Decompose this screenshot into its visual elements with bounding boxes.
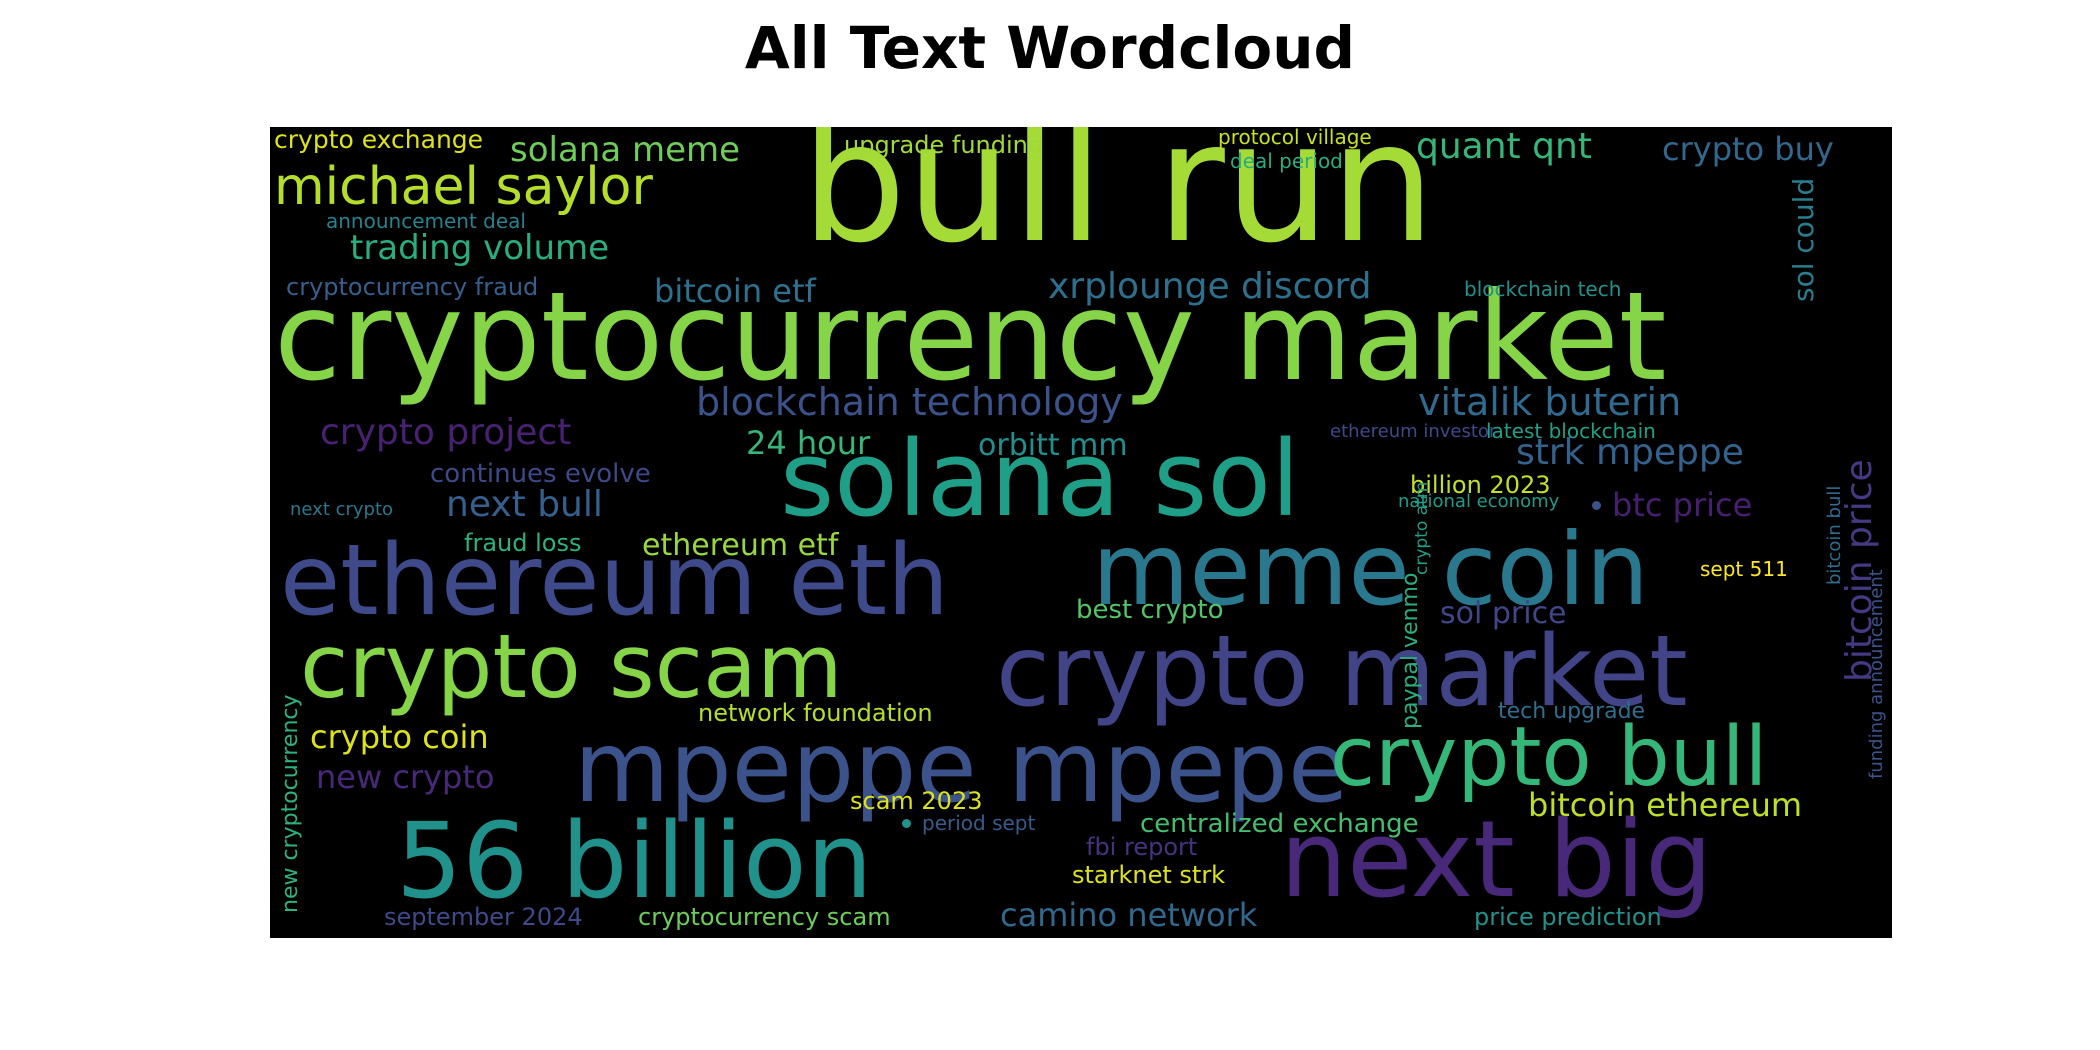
wordcloud-word: announcement deal [326,209,526,233]
wordcloud-word: price prediction [1474,903,1662,931]
wordcloud-word: crypto buy [1662,130,1834,168]
wordcloud-word: bitcoin ethereum [1528,786,1803,824]
wordcloud-word: michael saylor [274,157,653,217]
wordcloud-word: centralized exchange [1140,809,1419,839]
wordcloud-word: meme coin [1092,511,1649,628]
wordcloud-word: crypto atm [1412,481,1432,575]
wordcloud-word: quant qnt [1416,127,1592,167]
wordcloud-word: cryptocurrency market [274,266,1667,408]
wordcloud-word: strk mpeppe [1516,432,1744,473]
wordcloud-word: ethereum eth [280,524,950,638]
wordcloud-word: 24 hour [746,424,871,462]
wordcloud-word: mpeppe mpepe [574,711,1349,825]
wordcloud-word: blockchain technology [696,380,1123,424]
wordcloud-word: sol could [1787,177,1820,302]
wordcloud-word: fbi report [1086,833,1198,861]
wordcloud-word: fraud loss [464,529,582,557]
wordcloud-word: blockchain tech [1464,277,1622,301]
wordcloud-word: new cryptocurrency [278,694,303,913]
wordcloud-word: 56 billion [396,800,873,922]
wordcloud-word: bull run [801,127,1436,280]
wordcloud-word: september 2024 [384,903,583,931]
wordcloud-word: btc price [1612,486,1753,524]
wordcloud-word: trading volume [350,228,610,268]
wordcloud-word: solana sol [780,418,1300,540]
wordcloud-word: new crypto [316,758,495,796]
wordcloud-word: paypal venmo [1398,572,1423,729]
wordcloud-word: cryptocurrency scam [638,903,891,931]
wordcloud-dot [902,819,911,828]
wordcloud-word: crypto coin [310,718,489,756]
wordcloud-word: best crypto [1076,595,1224,625]
wordcloud-word: scam 2023 [850,787,983,815]
wordcloud-word: xrplounge discord [1048,266,1372,307]
wordcloud-word: deal period [1230,149,1343,173]
wordcloud-word: crypto scam [300,615,843,718]
wordcloud-word: upgrade funding [844,131,1044,159]
wordcloud-word: next big [1280,798,1713,921]
wordcloud-word: cryptocurrency fraud [286,273,539,301]
wordcloud-word: solana meme [510,130,741,170]
chart-title: All Text Wordcloud [744,14,1356,82]
wordcloud-word: billion 2023 [1410,471,1551,499]
wordcloud-word: tech upgrade [1498,699,1646,724]
wordcloud-word: national economy [1398,491,1560,512]
wordcloud-word: crypto project [320,412,572,453]
wordcloud-word: sol price [1440,596,1567,631]
wordcloud-canvas: bull run cryptocurrency market solana sol m… [270,127,1892,938]
wordcloud-word: ethereum etf [642,528,839,563]
wordcloud-word: ethereum investor [1330,421,1497,442]
wordcloud-word: starknet strk [1072,861,1226,889]
wordcloud-word: orbitt mm [978,428,1128,463]
wordcloud-word: period sept [922,811,1036,835]
wordcloud-word: crypto bull [1330,710,1768,805]
wordcloud-word: latest blockchain [1486,419,1656,443]
wordcloud-word: network foundation [698,699,933,727]
wordcloud-word: vitalik buterin [1418,380,1682,424]
wordcloud-word: sept 511 [1700,557,1788,581]
wordcloud-word: funding announcement [1866,569,1887,779]
wordcloud-word: crypto exchange [274,127,484,154]
wordcloud-word: camino network [1000,896,1258,934]
wordcloud-word: continues evolve [430,459,651,489]
wordcloud-dot [1592,501,1601,510]
wordcloud-word: bitcoin etf [654,272,816,310]
wordcloud-word: bitcoin bull [1824,485,1845,585]
wordcloud-word: next bull [446,484,603,525]
wordcloud-word: protocol village [1218,127,1372,149]
wordcloud-word: crypto market [996,615,1688,729]
wordcloud-word: next crypto [290,499,394,520]
